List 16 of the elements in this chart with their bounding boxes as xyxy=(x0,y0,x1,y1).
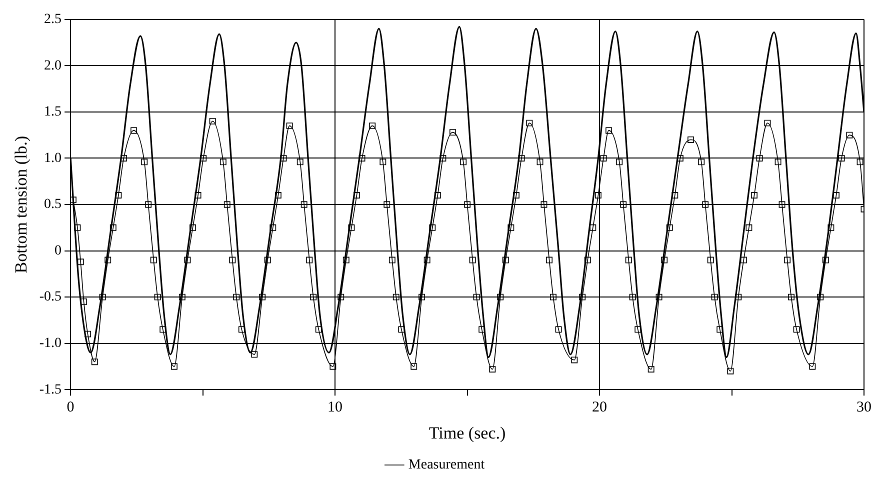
x-tick-label: 0 xyxy=(66,400,74,416)
y-tick-label: 1.5 xyxy=(44,104,62,120)
y-axis-title: Bottom tension (lb.) xyxy=(12,136,31,274)
y-tick-label: 1.0 xyxy=(44,150,62,166)
x-axis-title: Time (sec.) xyxy=(428,423,506,442)
y-tick-label: 0.5 xyxy=(44,197,62,212)
x-tick-label: 10 xyxy=(328,400,343,416)
legend-label: Measurement xyxy=(408,458,485,473)
x-tick-label: 20 xyxy=(592,400,608,416)
y-tick-label: 2.0 xyxy=(44,58,62,74)
y-tick-label: -1.5 xyxy=(39,382,62,398)
y-tick-label: -1.0 xyxy=(39,336,62,351)
y-tick-label: 2.5 xyxy=(44,12,62,28)
x-tick-label: 30 xyxy=(856,400,872,416)
y-tick-label: -0.5 xyxy=(39,290,62,305)
y-tick-label: 0 xyxy=(54,243,62,258)
